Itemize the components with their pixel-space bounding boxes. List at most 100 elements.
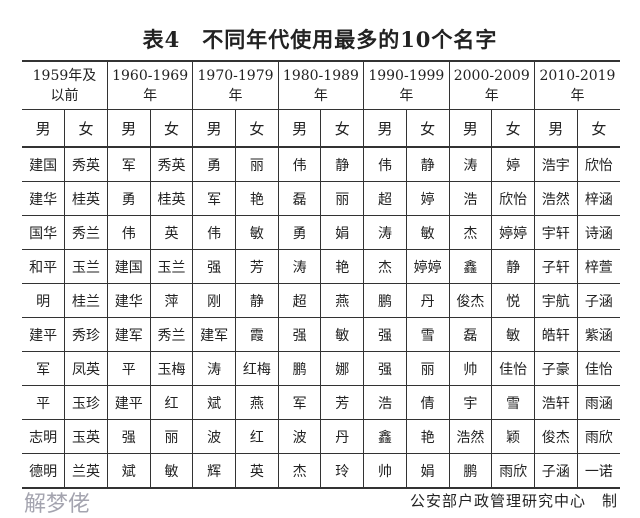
name-cell: 桂英 (149, 181, 194, 216)
name-cell: 鹏 (277, 351, 322, 386)
female-header: 女 (320, 109, 365, 148)
name-cell: 勇 (106, 181, 151, 216)
male-header: 男 (277, 109, 322, 148)
name-cell: 颖 (491, 419, 535, 454)
era-header-row: 1959年及以前 1960-1969年 1970-1979年 1980-1989年 19… (22, 60, 620, 110)
name-cell: 玉兰 (64, 249, 108, 284)
name-cell: 建平 (106, 385, 151, 420)
name-cell: 艳 (405, 419, 450, 454)
name-cell: 雪 (405, 317, 450, 352)
name-cell: 建华 (22, 181, 66, 216)
female-header: 女 (576, 109, 620, 148)
name-cell: 玉珍 (64, 385, 108, 420)
name-cell: 宇轩 (533, 215, 578, 250)
name-cell: 凤英 (64, 351, 108, 386)
name-cell: 婷 (491, 146, 535, 182)
name-cell: 军 (277, 385, 322, 420)
female-header: 女 (149, 109, 194, 148)
name-cell: 波 (277, 419, 322, 454)
name-cell: 强 (363, 317, 407, 352)
name-cell: 丽 (320, 181, 365, 216)
name-cell: 婷 (405, 181, 450, 216)
name-cell: 静 (491, 249, 535, 284)
era-label: 2010-2019年 (539, 67, 616, 104)
name-cell: 一诺 (576, 453, 620, 489)
name-cell: 红 (235, 419, 279, 454)
name-cell: 强 (363, 351, 407, 386)
name-cell: 静 (320, 146, 365, 182)
name-cell: 磊 (277, 181, 322, 216)
name-cell: 梓萱 (576, 249, 620, 284)
name-cell: 玉梅 (149, 351, 194, 386)
name-cell: 丹 (320, 419, 365, 454)
name-cell: 玲 (320, 453, 365, 489)
male-header: 男 (533, 109, 578, 148)
name-cell: 敏 (405, 215, 450, 250)
male-header: 男 (106, 109, 151, 148)
era-header: 2000-2009年 (448, 60, 535, 110)
table-row: 军凤英平玉梅涛红梅鹏娜强丽帅佳怡 子豪 佳怡 (22, 351, 620, 386)
name-cell: 俊杰 (533, 419, 578, 454)
name-cell: 燕 (320, 283, 365, 318)
name-cell: 芳 (320, 385, 365, 420)
name-cell: 军 (106, 146, 151, 182)
name-cell: 建国 (22, 146, 66, 182)
name-cell: 子涵 (533, 453, 578, 489)
table-row: 志明 玉英强丽波红波丹鑫艳浩然颖俊杰 雨欣 (22, 419, 620, 454)
name-cell: 梓涵 (576, 181, 620, 216)
name-cell: 娟 (405, 453, 450, 489)
era-header: 1980-1989年 (277, 60, 365, 110)
name-cell: 波 (192, 419, 237, 454)
name-cell: 欣怡 (491, 181, 535, 216)
name-cell: 鹏 (448, 453, 493, 489)
name-cell: 浩轩 (533, 385, 578, 420)
name-cell: 浩然 (448, 419, 493, 454)
name-cell: 雨欣 (491, 453, 535, 489)
name-cell: 杰 (448, 215, 493, 250)
name-cell: 军 (22, 351, 66, 386)
era-label: 2000-2009年 (453, 67, 530, 104)
name-cell: 伟 (192, 215, 237, 250)
name-cell: 皓轩 (533, 317, 578, 352)
name-cell: 静 (405, 146, 450, 182)
name-cell: 建军 (106, 317, 151, 352)
name-cell: 勇 (192, 146, 237, 182)
name-cell: 涛 (192, 351, 237, 386)
era-header: 1960-1969年 (106, 60, 194, 110)
name-cell: 兰英 (64, 453, 108, 489)
era-label: 1990-1999年 (368, 67, 445, 104)
name-cell: 宇 (448, 385, 493, 420)
name-cell: 倩 (405, 385, 450, 420)
name-cell: 强 (192, 249, 237, 284)
name-cell: 子豪 (533, 351, 578, 386)
name-cell: 婷婷 (405, 249, 450, 284)
male-header: 男 (363, 109, 407, 148)
name-cell: 浩然 (533, 181, 578, 216)
table-row: 平玉珍 建平红斌燕军芳浩倩宇雪浩轩 雨涵 (22, 385, 620, 420)
source-footer: 公安部户政管理研究中心 制 (409, 492, 618, 510)
name-cell: 鑫 (363, 419, 407, 454)
name-cell: 红梅 (235, 351, 279, 386)
name-cell: 丹 (405, 283, 450, 318)
name-cell: 丽 (405, 351, 450, 386)
name-cell: 敏 (235, 215, 279, 250)
table-row: 明桂兰 建华萍刚静超燕鹏丹俊杰悦宇航 子涵 (22, 283, 620, 318)
male-header: 男 (448, 109, 493, 148)
name-cell: 伟 (363, 146, 407, 182)
name-cell: 红 (149, 385, 194, 420)
name-cell: 秀珍 (64, 317, 108, 352)
name-cell: 桂兰 (64, 283, 108, 318)
name-cell: 和平 (22, 249, 66, 284)
name-cell: 斌 (192, 385, 237, 420)
name-cell: 涛 (448, 146, 493, 182)
name-cell: 超 (277, 283, 322, 318)
male-header: 男 (22, 109, 66, 148)
female-header: 女 (235, 109, 279, 148)
name-cell: 斌 (106, 453, 151, 489)
name-cell: 帅 (448, 351, 493, 386)
watermark-logo: 解梦佬 (24, 492, 91, 517)
name-cell: 玉兰 (149, 249, 194, 284)
name-cell: 诗涵 (576, 215, 620, 250)
name-cell: 雪 (491, 385, 535, 420)
name-cell: 德明 (22, 453, 66, 489)
